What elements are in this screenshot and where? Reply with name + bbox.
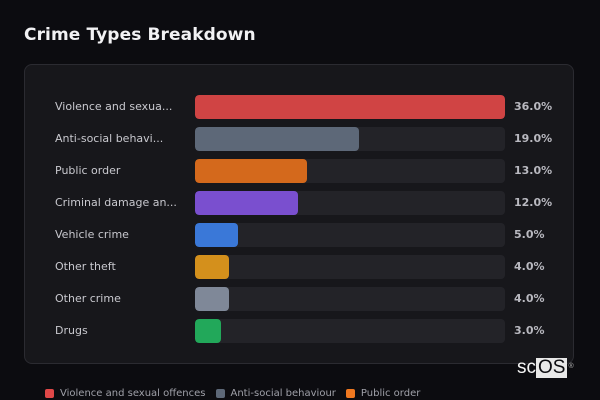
bar-value: 3.0% bbox=[514, 324, 545, 337]
bar-label: Vehicle crime bbox=[55, 228, 129, 241]
bar-track bbox=[195, 255, 505, 279]
legend-item[interactable]: Anti-social behaviour bbox=[215, 387, 336, 399]
bar-fill[interactable] bbox=[195, 319, 221, 343]
bar-value: 19.0% bbox=[514, 132, 553, 145]
legend-swatch-icon bbox=[215, 388, 225, 398]
legend-item[interactable]: Public order bbox=[345, 387, 421, 399]
bar-fill[interactable] bbox=[195, 127, 359, 151]
chart-title: Crime Types Breakdown bbox=[24, 25, 256, 45]
bar-track bbox=[195, 127, 505, 151]
legend-label: Violence and sexual offences bbox=[60, 387, 206, 399]
bar-track bbox=[195, 159, 505, 183]
bar-fill[interactable] bbox=[195, 287, 229, 311]
bar-row[interactable]: Violence and sexua... 36.0% bbox=[25, 95, 575, 119]
chart-legend: Violence and sexual offences Anti-social … bbox=[45, 386, 420, 400]
logo-suffix: OS bbox=[536, 357, 568, 378]
bar-fill[interactable] bbox=[195, 255, 229, 279]
bar-fill[interactable] bbox=[195, 159, 307, 183]
bar-value: 13.0% bbox=[514, 164, 553, 177]
bar-label: Other theft bbox=[55, 260, 116, 273]
bar-label: Violence and sexua... bbox=[55, 100, 173, 113]
legend-item[interactable]: Violence and sexual offences bbox=[45, 388, 206, 399]
bar-value: 4.0% bbox=[514, 260, 545, 273]
legend-swatch-icon bbox=[345, 388, 355, 398]
bar-track bbox=[195, 223, 505, 247]
bar-value: 4.0% bbox=[514, 292, 545, 305]
bar-row[interactable]: Other theft 4.0% bbox=[25, 255, 575, 279]
bar-value: 36.0% bbox=[514, 100, 553, 113]
bar-fill[interactable] bbox=[195, 191, 298, 215]
bar-label: Anti-social behavi... bbox=[55, 132, 164, 145]
bar-label: Criminal damage an... bbox=[55, 196, 177, 209]
chart-card: Violence and sexua... 36.0% Anti-social be… bbox=[24, 64, 574, 364]
bar-row[interactable]: Vehicle crime 5.0% bbox=[25, 223, 575, 247]
bar-track bbox=[195, 95, 505, 119]
bar-value: 12.0% bbox=[514, 196, 553, 209]
registered-mark-icon: ® bbox=[568, 363, 574, 370]
bar-row[interactable]: Criminal damage an... 12.0% bbox=[25, 191, 575, 215]
bar-label: Public order bbox=[55, 164, 121, 177]
legend-label: Anti-social behaviour bbox=[230, 387, 336, 399]
bar-fill[interactable] bbox=[195, 223, 238, 247]
bar-label: Drugs bbox=[55, 324, 88, 337]
legend-label: Public order bbox=[360, 387, 421, 399]
scos-logo: sc OS ® bbox=[517, 358, 574, 378]
bar-row[interactable]: Drugs 3.0% bbox=[25, 319, 575, 343]
bar-track bbox=[195, 191, 505, 215]
bar-row[interactable]: Anti-social behavi... 19.0% bbox=[25, 127, 575, 151]
legend-swatch-icon bbox=[45, 388, 54, 398]
bar-value: 5.0% bbox=[514, 228, 545, 241]
bar-track bbox=[195, 319, 505, 343]
bar-row[interactable]: Public order 13.0% bbox=[25, 159, 575, 183]
bar-label: Other crime bbox=[55, 292, 121, 305]
logo-prefix: sc bbox=[517, 357, 536, 378]
bar-row[interactable]: Other crime 4.0% bbox=[25, 287, 575, 311]
bar-track bbox=[195, 287, 505, 311]
bar-fill[interactable] bbox=[195, 95, 505, 119]
